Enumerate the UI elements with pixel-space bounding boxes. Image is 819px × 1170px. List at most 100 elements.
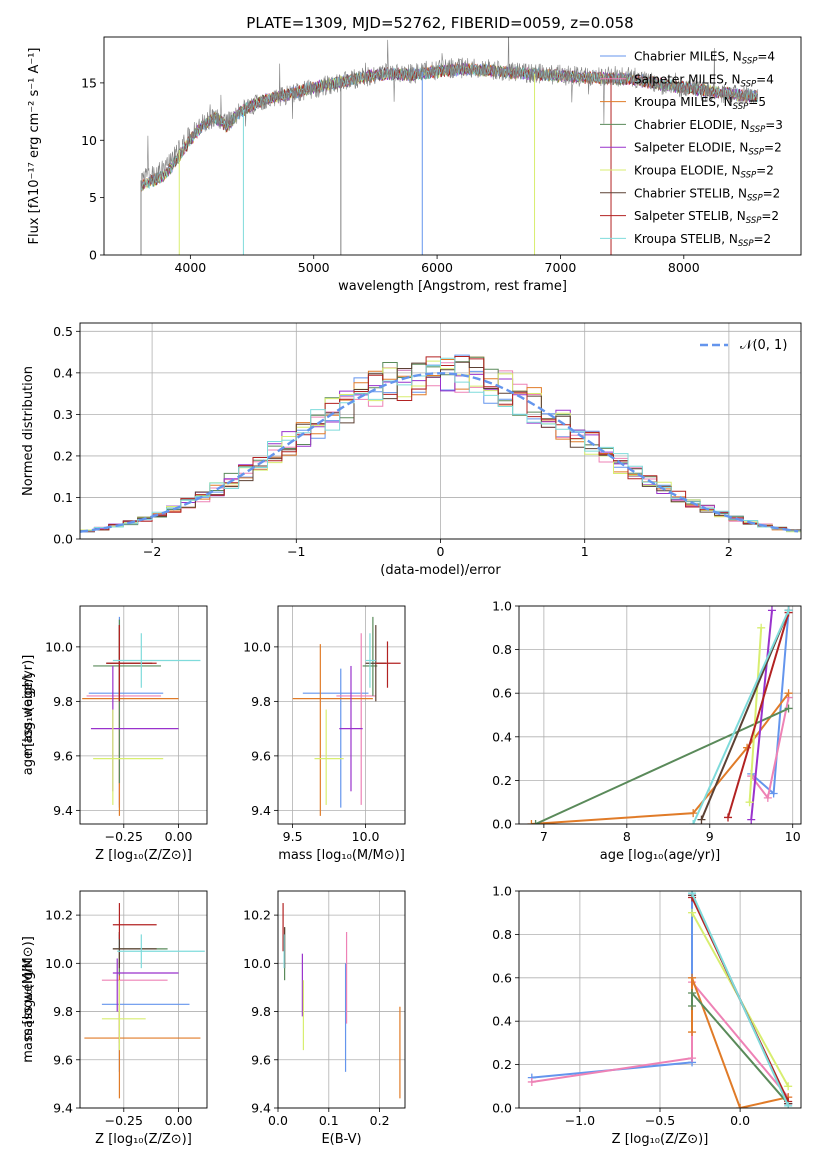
marker-kroupa-elodie [688,908,697,917]
y-tick-label: 9.6 [251,1052,271,1067]
y-tick-label: 0.6 [492,686,512,701]
y-tick-label: 10.0 [45,956,73,971]
x-tick-label: 1 [581,544,589,559]
point-chabrier-miles [101,934,190,1072]
y-tick-label: 0.3 [53,407,73,422]
y-tick-label: 10.2 [243,908,271,923]
y-tick-label: 0.4 [492,729,512,744]
y-tick-label: 10.0 [45,639,73,654]
line-kroupa-elodie [748,627,763,803]
y-tick-label: 0.6 [492,970,512,985]
x-tick-label: 0.00 [165,1113,193,1128]
y-tick-label: 9.6 [53,1052,73,1067]
plot-area [527,891,793,1108]
y-tick-label: 10.0 [243,639,271,654]
point-salpeter-stelib [106,625,157,702]
marker-chabrier-elodie [688,1002,697,1011]
x-tick-label: 8 [623,829,631,844]
line-kroupa-miles [531,692,790,824]
y-tick-label: 9.4 [251,1101,271,1116]
marker-kroupa-miles [689,809,698,818]
legend: 𝒩(0, 1) [700,338,787,353]
point-kroupa-elodie [101,980,146,1051]
x-tick-label: 0 [437,544,445,559]
axes-frame [79,605,208,825]
panel-age_vs_mass: 9.5 10.0 9.4 9.6 9.8 10.0 mass [log₁₀(M/M⊙)] [243,605,406,863]
legend: Chabrier MILES, NSSP=4 Salpeter MILES, NS… [600,50,783,249]
point-kroupa-stelib [365,633,376,688]
axes-frame [518,890,802,1109]
marker-kroupa-elodie [784,1082,793,1091]
marker-kroupa-stelib [688,891,697,898]
line-salpeter-elodie [750,610,773,820]
plot-area [527,606,793,824]
plot-area [80,354,801,533]
point-kroupa-stelib [117,934,205,969]
x-tick-label: 0.0 [730,1113,750,1128]
y-tick-label: 1.0 [492,599,512,614]
legend-label: 𝒩(0, 1) [740,338,787,353]
legend-label: Kroupa ELODIE, NSSP=2 [634,164,774,181]
x-axis-label: age [log₁₀(age/yr)] [600,848,721,863]
plot-area [82,616,201,816]
point-salpeter-miles [336,633,376,805]
y-tick-label: 0.2 [53,448,73,463]
y-tick-label: 0.8 [492,642,512,657]
line-kroupa-stelib [692,609,790,824]
x-tick-label: −2 [143,544,161,559]
y-axis-label: mass [log₁₀(M/M⊙)] [21,936,36,1063]
marker-chabrier-elodie [688,988,697,997]
x-tick-label: 6000 [421,260,453,275]
plot-area [84,903,205,1099]
marker-salpeter-miles [527,1077,536,1086]
y-tick-label: 9.8 [53,1004,73,1019]
legend-label: Kroupa STELIB, NSSP=2 [634,232,771,249]
marker-kroupa-miles [784,689,793,698]
panel-mass_weight_vs_Z: −1.0 −0.5 0.0 0.0 0.2 0.4 0.6 0.8 1.0 Z [log₁₀(Z/… [21,884,802,1147]
x-tick-label: 0.1 [319,1113,339,1128]
axes-frame [103,36,802,256]
y-axis-label: Flux [fλ10⁻¹⁷ erg cm⁻² s⁻¹ A⁻¹] [27,48,42,245]
marker-chabrier-elodie [784,704,793,713]
marker-kroupa-miles [688,1028,697,1037]
marker-chabrier-elodie [531,820,540,824]
legend-label: Chabrier STELIB, NSSP=2 [634,186,780,203]
x-axis-label: wavelength [Angstrom, rest frame] [338,279,567,294]
point-salpeter-miles [101,963,168,1043]
y-tick-label: 0.0 [53,532,73,547]
line-kroupa-stelib [691,892,790,1107]
line-chabrier-elodie [535,707,790,824]
y-tick-label: 10.0 [243,956,271,971]
point-chabrier-miles [88,616,164,808]
y-tick-label: 1.0 [492,884,512,899]
y-tick-label: 0.2 [492,773,512,788]
x-tick-label: 7 [540,829,548,844]
x-tick-label: 8000 [668,260,700,275]
point-salpeter-stelib [112,903,157,940]
marker-kroupa-miles [527,820,536,824]
point-kroupa-elodie [93,709,164,805]
y-tick-label: 5 [89,190,97,205]
x-axis-label: Z [log₁₀(Z/Z⊙)] [95,1132,192,1147]
y-axis-label: mass weight [21,674,36,756]
marker-salpeter-stelib [724,813,733,822]
x-tick-label: −0.25 [105,1113,143,1128]
x-tick-label: 5000 [298,260,330,275]
histogram-kroupa-stelib [80,357,801,532]
y-tick-label: 15 [81,75,97,90]
y-tick-label: 9.8 [251,694,271,709]
x-tick-label: 10 [785,829,801,844]
y-tick-label: 0.1 [53,490,73,505]
x-tick-label: 9 [706,829,714,844]
panel-age_vs_Z: −0.25 0.00 9.4 9.6 9.8 10.0 Z [log₁₀(Z/Z⊙)] age… [21,605,208,863]
y-tick-label: 9.4 [53,1101,73,1116]
marker-chabrier-miles [769,789,778,798]
point-kroupa-miles [82,625,179,816]
x-tick-label: 0.2 [370,1113,390,1128]
x-tick-label: 7000 [545,260,577,275]
panel-mass_vs_Z: −0.25 0.00 9.4 9.6 9.8 10.0 10.2 Z [log₁₀(Z/Z⊙)… [21,890,208,1147]
y-tick-label: 9.4 [53,803,73,818]
axes-frame [79,890,208,1109]
